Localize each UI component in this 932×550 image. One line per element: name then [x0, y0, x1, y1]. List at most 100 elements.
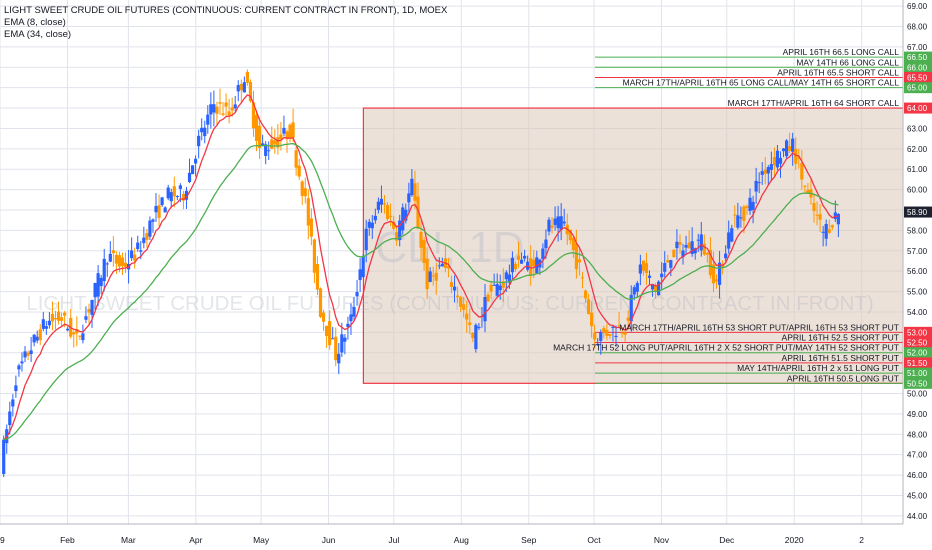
candle-body: [236, 85, 240, 92]
candle-body: [163, 207, 167, 213]
candle-body: [11, 399, 15, 407]
price-tick-label: 67.00: [907, 43, 928, 52]
candle-body: [495, 284, 499, 296]
level-label: APRIL 16TH 51.5 SHORT PUT: [782, 353, 899, 363]
candle-body: [47, 320, 51, 326]
candle-body: [8, 411, 12, 426]
candle-body: [172, 186, 176, 197]
candle-body: [425, 258, 429, 290]
candle-body: [772, 157, 777, 166]
candle-body: [833, 212, 837, 219]
candle-body: [766, 167, 770, 174]
candle-body: [181, 193, 186, 201]
time-tick-label: 19: [0, 535, 5, 545]
time-tick-label: Jul: [388, 535, 399, 545]
range-box[interactable]: [362, 107, 906, 384]
candle-body: [364, 228, 368, 251]
candle-body: [608, 333, 612, 336]
candle-body: [325, 325, 329, 337]
candle-body: [59, 317, 64, 321]
candle-body: [812, 203, 816, 211]
level-label: APRIL 16TH 66.5 LONG CALL: [783, 47, 900, 57]
price-label-tag: [904, 337, 932, 349]
candle-body: [693, 248, 697, 254]
candle-body: [815, 214, 819, 216]
candle-body: [218, 102, 222, 104]
candle-body: [41, 319, 45, 329]
candle-body: [53, 318, 58, 320]
candle-body: [50, 313, 55, 322]
candle-body: [376, 201, 380, 210]
candle-body: [203, 127, 207, 137]
candle-body: [392, 221, 396, 229]
candle-body: [590, 312, 594, 327]
candle-body: [282, 127, 286, 134]
candle-body: [294, 150, 298, 168]
candle-body: [358, 269, 362, 281]
level-label: APRIL 16TH 65.5 SHORT CALL: [777, 67, 899, 77]
candle-body: [373, 215, 377, 221]
candle-body: [175, 196, 179, 198]
time-tick-label: Sep: [521, 535, 536, 545]
candle-body: [340, 334, 344, 353]
candle-body: [556, 216, 560, 229]
candle-body: [492, 284, 496, 286]
candle-body: [102, 258, 106, 282]
candle-body: [602, 328, 606, 333]
candle-body: [614, 335, 618, 338]
candle-body: [84, 316, 88, 320]
price-tick-label: 49.00: [907, 410, 928, 419]
candle-body: [544, 239, 548, 249]
price-tick-label: 56.00: [907, 267, 928, 276]
candle-body: [446, 266, 451, 269]
candle-body: [242, 82, 246, 93]
candle-body: [297, 165, 301, 177]
candle-body: [699, 234, 703, 251]
last-price-tag: [904, 206, 932, 218]
candle-body: [593, 332, 597, 340]
candle-body: [257, 125, 262, 148]
time-tick-label: Mar: [121, 535, 136, 545]
candle-body: [681, 250, 685, 258]
candle-body: [38, 329, 42, 341]
price-tick-label: 47.00: [907, 451, 928, 460]
candle-body: [355, 292, 359, 297]
candle-body: [788, 146, 792, 151]
candle-body: [197, 135, 201, 147]
candle-body: [169, 192, 173, 202]
candle-body: [114, 254, 119, 264]
candle-body: [26, 352, 30, 356]
level-label: MARCH 17TH 52 LONG PUT/APRIL 16TH 2 X 52…: [553, 343, 899, 353]
price-axis[interactable]: 69.00 68.00 67.00 66.00 65.00 64.00 63.00 62.00…: [902, 0, 932, 550]
candle-body: [279, 134, 283, 140]
candle-body: [334, 336, 338, 361]
candle-body: [312, 239, 317, 273]
candle-body: [431, 275, 435, 277]
legend-ema-slow[interactable]: EMA (34, close): [4, 29, 72, 40]
candle-body: [321, 312, 326, 322]
price-label-tag: [904, 82, 932, 94]
candle-body: [190, 165, 195, 175]
candle-body: [678, 242, 682, 245]
candle-body: [717, 262, 722, 285]
price-label-text: 51.00: [907, 369, 928, 378]
candle-body: [303, 188, 307, 197]
candle-body: [382, 203, 387, 205]
price-tick-label: 58.00: [907, 226, 928, 235]
candle-body: [148, 220, 152, 237]
candle-body: [748, 197, 752, 211]
price-tick-label: 57.00: [907, 247, 928, 256]
candle-body: [465, 313, 469, 320]
candle-body: [160, 197, 164, 206]
candle-body: [547, 219, 551, 232]
candle-body: [233, 104, 237, 109]
candle-body: [778, 157, 783, 164]
candle-body: [291, 122, 295, 138]
candle-body: [154, 206, 158, 213]
candle-body: [455, 295, 460, 298]
price-label-tag: [904, 326, 932, 338]
time-axis[interactable]: 19 Feb Mar Apr May Jun Jul Aug Sep Oct Nov Dec 2020 2: [0, 523, 903, 545]
candle-body: [254, 114, 259, 141]
legend-ema-fast[interactable]: EMA (8, close): [4, 17, 66, 28]
